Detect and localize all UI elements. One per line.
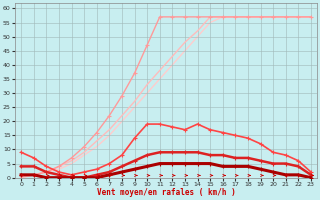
X-axis label: Vent moyen/en rafales ( km/h ): Vent moyen/en rafales ( km/h ) <box>97 188 236 197</box>
